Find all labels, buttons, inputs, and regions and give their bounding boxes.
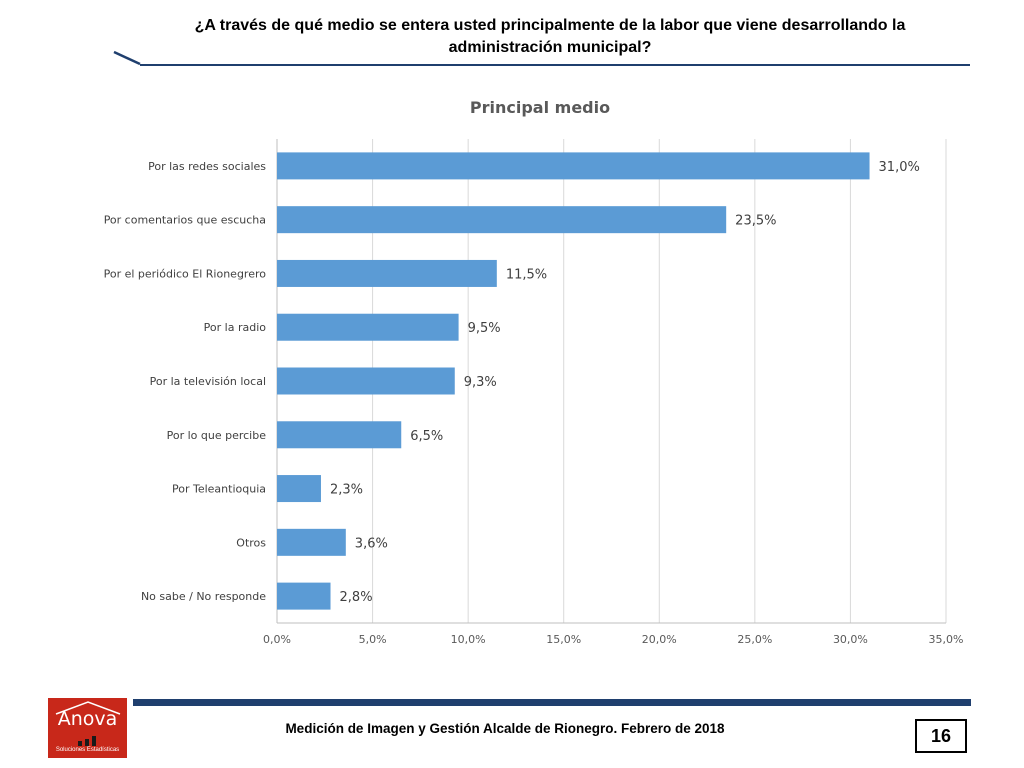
x-tick-label: 0,0% <box>263 633 291 646</box>
x-tick-label: 35,0% <box>929 633 964 646</box>
anova-logo: Anova Soluciones Estadísticas <box>48 698 127 758</box>
x-tick-label: 15,0% <box>546 633 581 646</box>
data-label: 3,6% <box>355 536 388 551</box>
x-tick-label: 5,0% <box>359 633 387 646</box>
bar <box>277 259 497 287</box>
data-label: 11,5% <box>506 267 547 282</box>
category-label: No sabe / No responde <box>141 590 266 603</box>
bar <box>277 475 321 503</box>
data-label: 2,8% <box>340 590 373 605</box>
logo-tagline: Soluciones Estadísticas <box>55 747 120 753</box>
question-title: ¿A través de qué medio se entera usted p… <box>194 17 906 56</box>
category-label: Por comentarios que escucha <box>104 214 266 227</box>
data-label: 9,3% <box>464 375 497 390</box>
page-number: 16 <box>915 719 967 753</box>
category-label: Por las redes sociales <box>148 160 266 173</box>
bar <box>277 313 459 341</box>
bar <box>277 528 346 556</box>
logo-bars-icon <box>78 736 96 746</box>
data-label: 23,5% <box>735 214 776 229</box>
category-label: Por lo que percibe <box>167 429 267 442</box>
x-tick-label: 20,0% <box>642 633 677 646</box>
bar <box>277 206 727 234</box>
footer-caption: Medición de Imagen y Gestión Alcalde de … <box>285 721 725 736</box>
bar <box>277 367 455 395</box>
category-label: Por la televisión local <box>150 375 266 388</box>
data-label: 9,5% <box>468 321 501 336</box>
chart-title: Principal medio <box>469 98 611 117</box>
x-tick-label: 30,0% <box>833 633 868 646</box>
bar <box>277 152 870 180</box>
category-label: Por el periódico El Rionegrero <box>104 267 267 280</box>
bar <box>277 421 402 449</box>
footer-bar <box>133 699 971 706</box>
category-label: Por Teleantioquia <box>172 483 266 496</box>
logo-roof-icon <box>55 701 121 715</box>
category-label: Por la radio <box>204 321 267 334</box>
data-label: 2,3% <box>330 483 363 498</box>
header-rule <box>113 50 970 66</box>
data-label: 31,0% <box>879 160 920 175</box>
data-label: 6,5% <box>410 429 443 444</box>
bar <box>277 582 331 610</box>
bar-chart: 0,0% 5,0% 10,0% 15,0% 20,0% 25,0% 30,0% 35,0% Po… <box>104 139 964 646</box>
logo-word: Anova <box>57 708 118 730</box>
x-tick-label: 25,0% <box>737 633 772 646</box>
x-tick-label: 10,0% <box>451 633 486 646</box>
category-label: Otros <box>236 536 266 549</box>
